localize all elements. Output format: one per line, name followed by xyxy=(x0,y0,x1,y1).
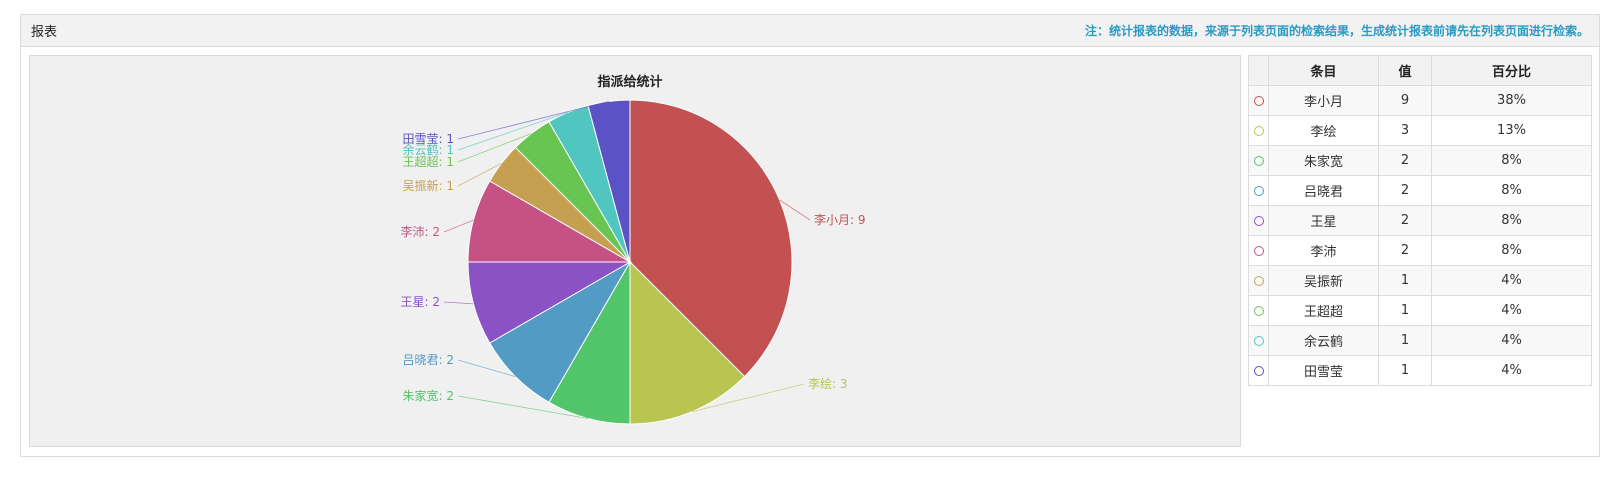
slice-label: 李沛: 2 xyxy=(401,224,441,239)
label-leader-line xyxy=(457,163,502,187)
chart-title: 指派给统计 xyxy=(597,74,662,90)
legend-circle-icon xyxy=(1253,125,1264,136)
row-percent: 4% xyxy=(1431,325,1592,356)
slice-label: 王超超: 1 xyxy=(403,154,455,169)
row-value: 1 xyxy=(1378,325,1432,356)
label-leader-line xyxy=(457,101,609,140)
label-leader-line xyxy=(457,359,516,377)
slice-label: 余云鹤: 1 xyxy=(403,142,455,157)
row-value: 1 xyxy=(1378,265,1432,296)
row-percent: 8% xyxy=(1431,145,1592,176)
row-item-name: 朱家宽 xyxy=(1268,145,1379,176)
pie-slice[interactable] xyxy=(629,99,793,378)
row-color-cell xyxy=(1248,85,1269,116)
row-color-cell xyxy=(1248,325,1269,356)
row-percent: 4% xyxy=(1431,265,1592,296)
table-row: 李绘 3 13% xyxy=(1248,115,1592,146)
row-percent: 8% xyxy=(1431,175,1592,206)
row-item-name: 王星 xyxy=(1268,205,1379,236)
row-percent: 8% xyxy=(1431,205,1592,236)
table-row: 朱家宽 2 8% xyxy=(1248,145,1592,176)
stats-table: 条目 值 百分比 李小月 9 38% 李绘 3 13% 朱家宽 2 8% 吕晓君 2 8% 王星 2 8% 李… xyxy=(1248,55,1592,386)
row-value: 1 xyxy=(1378,355,1432,386)
row-value: 2 xyxy=(1378,235,1432,266)
row-item-name: 李小月 xyxy=(1268,85,1379,116)
slice-label: 李小月: 9 xyxy=(814,212,866,227)
row-color-cell xyxy=(1248,205,1269,236)
row-value: 2 xyxy=(1378,175,1432,206)
table-row: 吴振新 1 4% xyxy=(1248,265,1592,296)
row-color-cell xyxy=(1248,265,1269,296)
panel-title: 报表 xyxy=(31,25,58,40)
row-item-name: 李绘 xyxy=(1268,115,1379,146)
header-item: 条目 xyxy=(1268,55,1379,86)
row-item-name: 余云鹤 xyxy=(1268,325,1379,356)
slice-label: 吕晓君: 2 xyxy=(403,353,455,367)
table-body: 李小月 9 38% 李绘 3 13% 朱家宽 2 8% 吕晓君 2 8% 王星 2 8% 李沛 2 8% 吴振新 1 4… xyxy=(1248,85,1592,386)
table-header-row: 条目 值 百分比 xyxy=(1248,55,1592,86)
slice-label: 朱家宽: 2 xyxy=(403,388,455,403)
legend-circle-icon xyxy=(1253,305,1264,316)
row-percent: 13% xyxy=(1431,115,1592,146)
report-panel: 报表 注：统计报表的数据，来源于列表页面的检索结果，生成统计报表前请先在列表页面… xyxy=(20,14,1600,457)
label-leader-line xyxy=(779,199,811,221)
row-item-name: 田雪莹 xyxy=(1268,355,1379,386)
panel-note: 注：统计报表的数据，来源于列表页面的检索结果，生成统计报表前请先在列表页面进行检… xyxy=(1084,24,1589,38)
slice-label: 李绘: 3 xyxy=(808,376,848,391)
row-value: 3 xyxy=(1378,115,1432,146)
chart-area: 指派给统计李小月: 9 李绘: 3 朱家宽: 2 吕晓君: 2 王星: 2 李沛: 2 吴振… xyxy=(29,55,1241,447)
legend-circle-icon xyxy=(1253,215,1264,226)
header-color xyxy=(1248,55,1269,86)
header-value: 值 xyxy=(1378,55,1432,86)
table-row: 王超超 1 4% xyxy=(1248,295,1592,326)
table-row: 王星 2 8% xyxy=(1248,205,1592,236)
legend-circle-icon xyxy=(1253,245,1264,256)
row-color-cell xyxy=(1248,145,1269,176)
label-leader-line xyxy=(443,219,474,233)
panel-header: 报表 注：统计报表的数据，来源于列表页面的检索结果，生成统计报表前请先在列表页面… xyxy=(21,15,1599,47)
legend-circle-icon xyxy=(1253,365,1264,376)
row-percent: 38% xyxy=(1431,85,1592,116)
row-value: 9 xyxy=(1378,85,1432,116)
row-percent: 4% xyxy=(1431,355,1592,386)
slice-label: 王星: 2 xyxy=(401,295,441,309)
table-row: 吕晓君 2 8% xyxy=(1248,175,1592,206)
legend-circle-icon xyxy=(1253,185,1264,196)
table-row: 余云鹤 1 4% xyxy=(1248,325,1592,356)
row-item-name: 王超超 xyxy=(1268,295,1379,326)
label-leader-line xyxy=(457,111,569,151)
row-color-cell xyxy=(1248,355,1269,386)
row-percent: 8% xyxy=(1431,235,1592,266)
table-row: 李沛 2 8% xyxy=(1248,235,1592,266)
row-color-cell xyxy=(1248,175,1269,206)
row-value: 2 xyxy=(1378,145,1432,176)
slice-label: 吴振新: 1 xyxy=(403,178,455,193)
table-row: 李小月 9 38% xyxy=(1248,85,1592,116)
table-row: 田雪莹 1 4% xyxy=(1248,355,1592,386)
legend-circle-icon xyxy=(1253,95,1264,106)
row-color-cell xyxy=(1248,235,1269,266)
row-color-cell xyxy=(1248,115,1269,146)
header-percent: 百分比 xyxy=(1431,55,1592,86)
row-color-cell xyxy=(1248,295,1269,326)
row-item-name: 吴振新 xyxy=(1268,265,1379,296)
legend-circle-icon xyxy=(1253,275,1264,286)
legend-circle-icon xyxy=(1253,155,1264,166)
label-leader-line xyxy=(457,395,589,419)
row-item-name: 吕晓君 xyxy=(1268,175,1379,206)
row-value: 1 xyxy=(1378,295,1432,326)
label-leader-line xyxy=(457,133,532,163)
legend-circle-icon xyxy=(1253,335,1264,346)
row-item-name: 李沛 xyxy=(1268,235,1379,266)
row-percent: 4% xyxy=(1431,295,1592,326)
row-value: 2 xyxy=(1378,205,1432,236)
label-leader-line xyxy=(691,383,805,413)
slice-label: 田雪莹: 1 xyxy=(403,132,455,146)
label-leader-line xyxy=(443,301,474,305)
